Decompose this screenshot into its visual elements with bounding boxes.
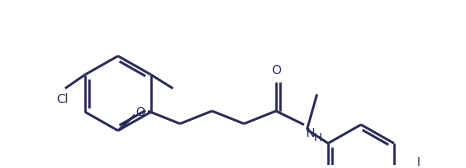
Text: O: O — [271, 64, 281, 77]
Text: N: N — [306, 127, 315, 140]
Text: I: I — [417, 156, 420, 168]
Text: Cl: Cl — [56, 93, 68, 106]
Text: O: O — [135, 107, 145, 119]
Text: H: H — [314, 133, 322, 143]
